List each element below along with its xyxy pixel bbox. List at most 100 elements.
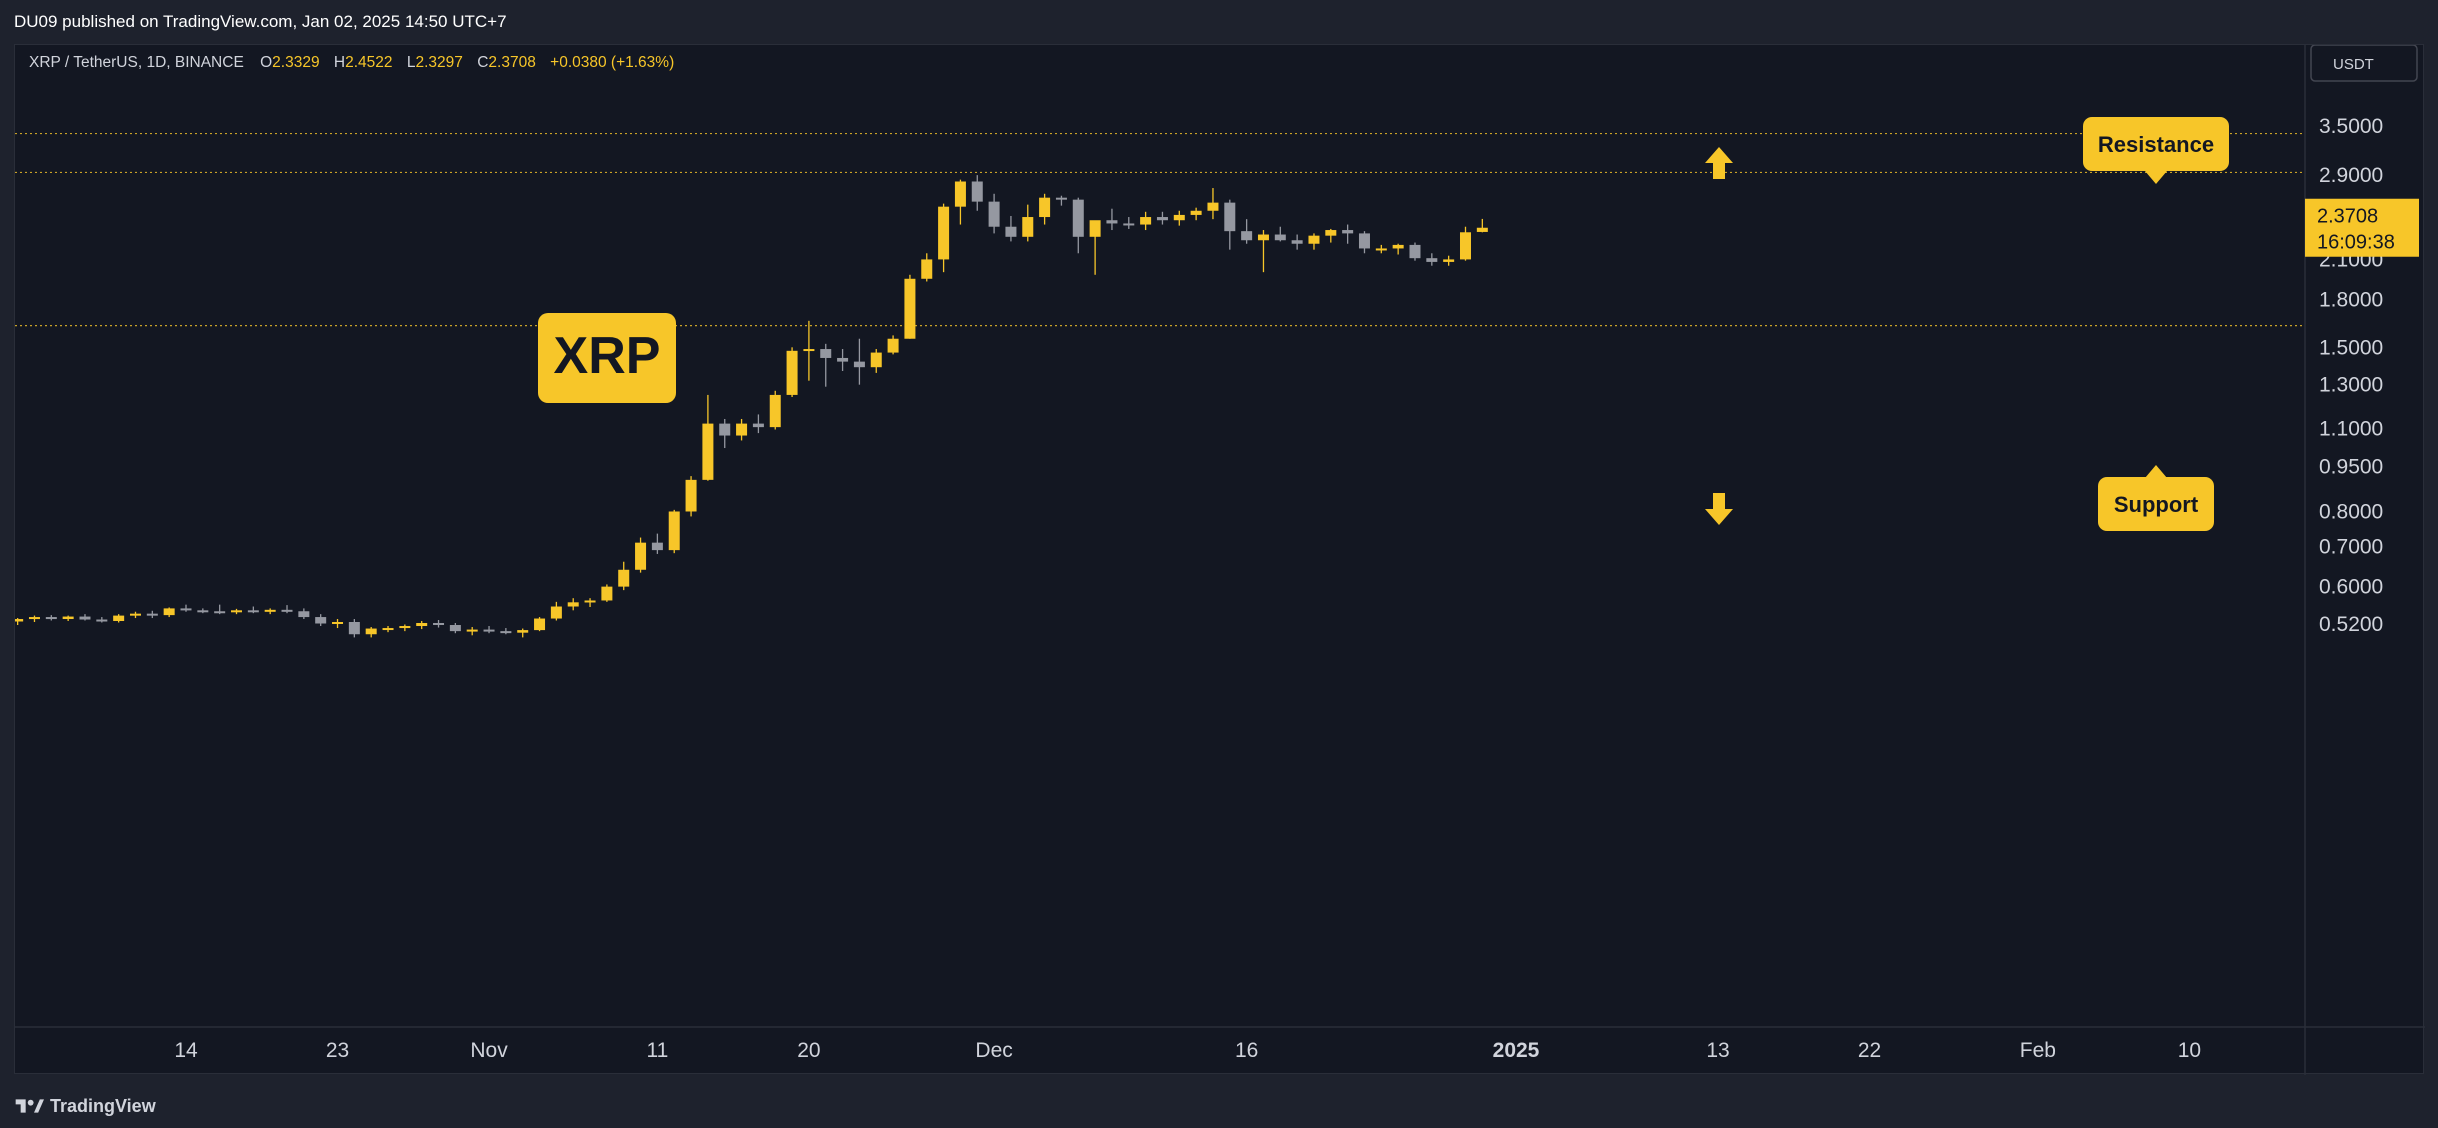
candle[interactable] <box>1106 208 1118 231</box>
candle[interactable] <box>887 335 899 355</box>
candle-body <box>567 602 579 607</box>
candle[interactable] <box>281 605 293 614</box>
candle[interactable] <box>62 615 74 622</box>
candle[interactable] <box>79 614 91 621</box>
candle[interactable] <box>433 620 445 628</box>
candle[interactable] <box>180 604 192 612</box>
candle[interactable] <box>1342 224 1354 244</box>
candle[interactable] <box>1375 244 1387 254</box>
candle[interactable] <box>517 628 529 638</box>
candle[interactable] <box>45 615 57 621</box>
candle[interactable] <box>1409 242 1421 261</box>
candle-body <box>399 626 411 629</box>
candle[interactable] <box>449 622 461 634</box>
candle[interactable] <box>1459 226 1471 261</box>
candle[interactable] <box>1055 195 1067 206</box>
candle-body <box>853 361 865 368</box>
candle[interactable] <box>1291 234 1303 250</box>
candle[interactable] <box>365 627 377 638</box>
candle[interactable] <box>719 418 731 449</box>
candle[interactable] <box>769 390 781 430</box>
candle[interactable] <box>820 343 832 387</box>
candle[interactable] <box>1123 217 1135 229</box>
legend-low: 2.3297 <box>415 54 462 71</box>
candle[interactable] <box>348 619 360 638</box>
price-chart[interactable]: 3.50002.90002.50002.10001.80001.50001.30… <box>15 45 2425 1075</box>
candle[interactable] <box>1156 211 1168 225</box>
candle[interactable] <box>685 476 697 517</box>
candle[interactable] <box>954 179 966 225</box>
candle[interactable] <box>247 606 259 614</box>
candle[interactable] <box>618 561 630 591</box>
candle[interactable] <box>837 349 849 371</box>
candle[interactable] <box>1190 207 1202 221</box>
candle[interactable] <box>870 349 882 373</box>
candle[interactable] <box>129 611 141 619</box>
candle[interactable] <box>786 347 798 398</box>
candle[interactable] <box>1207 188 1219 220</box>
candle[interactable] <box>1072 197 1084 254</box>
candle[interactable] <box>1140 211 1152 231</box>
candle[interactable] <box>921 253 933 282</box>
plot-area[interactable] <box>15 45 2305 1027</box>
candle[interactable] <box>635 537 647 573</box>
candle[interactable] <box>483 626 495 634</box>
candle[interactable] <box>988 193 1000 234</box>
candle[interactable] <box>466 627 478 636</box>
candle[interactable] <box>1476 218 1488 233</box>
candle[interactable] <box>231 608 243 615</box>
candle[interactable] <box>15 618 24 626</box>
currency-button[interactable]: USDT <box>2310 45 2418 82</box>
candle[interactable] <box>1224 199 1236 250</box>
candle[interactable] <box>382 626 394 633</box>
candle[interactable] <box>416 621 428 630</box>
candle[interactable] <box>904 274 916 339</box>
candle[interactable] <box>668 509 680 554</box>
candle[interactable] <box>197 608 209 614</box>
candle[interactable] <box>163 607 175 618</box>
candle[interactable] <box>1089 220 1101 275</box>
candle[interactable] <box>1173 210 1185 226</box>
candle[interactable] <box>1022 204 1034 242</box>
footer-brand[interactable]: TradingView <box>50 1095 156 1116</box>
candle[interactable] <box>298 608 310 620</box>
candle[interactable] <box>534 617 546 632</box>
candle[interactable] <box>1257 230 1269 273</box>
candle[interactable] <box>971 175 983 211</box>
candle[interactable] <box>332 619 344 629</box>
candle[interactable] <box>113 614 125 623</box>
chart-frame[interactable]: 3.50002.90002.50002.10001.80001.50001.30… <box>14 44 2425 1075</box>
candle[interactable] <box>1274 226 1286 242</box>
candle[interactable] <box>584 598 596 607</box>
candle[interactable] <box>264 608 276 615</box>
candle[interactable] <box>28 615 40 622</box>
candle[interactable] <box>1358 231 1370 254</box>
candle[interactable] <box>146 610 158 619</box>
candle[interactable] <box>96 617 108 623</box>
candle[interactable] <box>938 203 950 273</box>
y-tick-label: 0.8000 <box>2319 500 2383 523</box>
candle[interactable] <box>853 338 865 385</box>
candle[interactable] <box>1325 228 1337 243</box>
candle[interactable] <box>736 418 748 441</box>
candle[interactable] <box>1241 219 1253 244</box>
candle[interactable] <box>214 604 226 615</box>
tradingview-logo-icon[interactable] <box>14 1096 44 1116</box>
candle[interactable] <box>1392 243 1404 255</box>
candle[interactable] <box>651 533 663 554</box>
candle[interactable] <box>1443 255 1455 266</box>
candle[interactable] <box>550 601 562 621</box>
candle[interactable] <box>1005 215 1017 242</box>
candle-body <box>1140 217 1152 225</box>
candle[interactable] <box>315 614 327 627</box>
candle[interactable] <box>702 394 714 481</box>
candle[interactable] <box>500 628 512 635</box>
candle[interactable] <box>1039 193 1051 225</box>
candle[interactable] <box>1426 253 1438 266</box>
candle[interactable] <box>399 624 411 632</box>
candle[interactable] <box>567 598 579 611</box>
candle[interactable] <box>752 414 764 434</box>
candle[interactable] <box>803 320 815 381</box>
candle[interactable] <box>601 584 613 602</box>
candle[interactable] <box>1308 233 1320 250</box>
